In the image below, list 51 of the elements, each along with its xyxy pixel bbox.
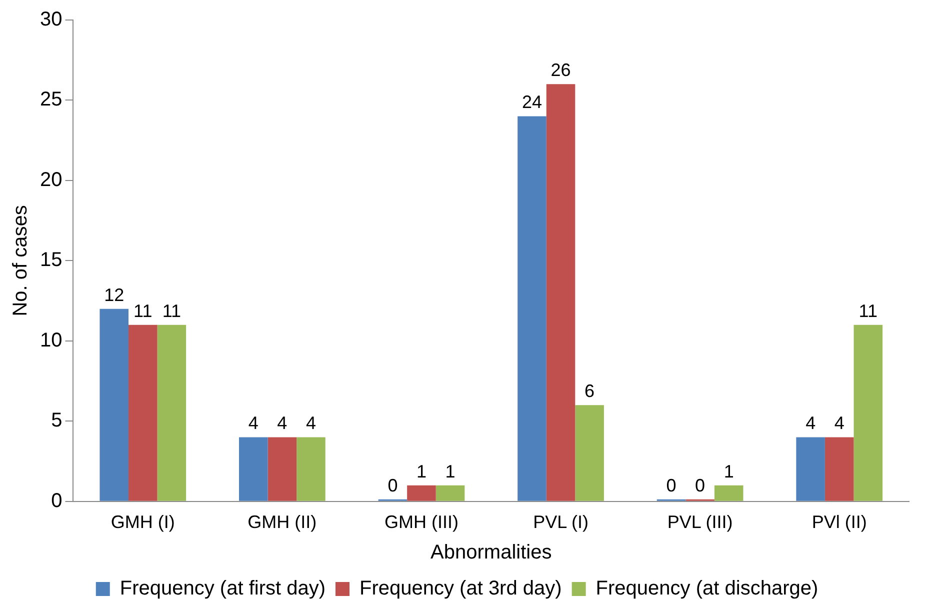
legend-label: Frequency (at first day) <box>120 578 326 600</box>
bar <box>268 437 297 501</box>
bar <box>796 437 825 501</box>
data-label: 6 <box>584 381 595 402</box>
data-label: 0 <box>666 475 676 496</box>
bar <box>128 324 158 501</box>
bar <box>518 116 546 501</box>
bar <box>436 485 465 501</box>
data-label: 24 <box>522 92 542 112</box>
x-tick-label: PVL (III) <box>667 512 733 532</box>
x-tick-label: PVL (I) <box>533 512 588 532</box>
data-label: 0 <box>388 475 398 496</box>
data-label: 11 <box>858 300 878 321</box>
y-tick-label: 10 <box>40 329 62 352</box>
data-label: 0 <box>695 475 706 496</box>
data-label: 4 <box>806 413 816 434</box>
data-label: 4 <box>248 413 258 434</box>
x-axis-title: Abnormalities <box>430 542 552 564</box>
y-tick-label: 0 <box>51 490 62 512</box>
y-tick-label: 30 <box>40 8 62 31</box>
y-tick-label: 5 <box>51 410 62 432</box>
x-tick-label: GMH (II) <box>248 512 317 532</box>
bar <box>714 485 744 501</box>
y-tick-label: 20 <box>40 168 62 191</box>
data-label: 11 <box>162 300 182 321</box>
data-label: 4 <box>306 413 316 434</box>
bar <box>546 84 576 501</box>
x-tick-label: PVl (II) <box>812 512 867 532</box>
bar <box>296 437 326 501</box>
x-tick-label: GMH (III) <box>384 512 458 532</box>
data-label: 1 <box>416 461 426 482</box>
data-label: 4 <box>834 413 844 434</box>
data-label: 26 <box>550 60 571 80</box>
bar <box>157 324 186 501</box>
y-tick-label: 15 <box>40 249 62 272</box>
legend-label: Frequency (at discharge) <box>596 578 818 600</box>
x-tick-label: GMH (I) <box>110 512 175 532</box>
data-label: 11 <box>134 300 152 321</box>
data-label: 1 <box>445 461 456 482</box>
data-label: 4 <box>277 413 288 434</box>
y-axis-title: No. of cases <box>10 205 32 316</box>
data-label: 12 <box>104 284 124 305</box>
bar <box>407 485 436 501</box>
data-label: 1 <box>724 461 734 482</box>
bar <box>239 437 268 501</box>
bar <box>854 324 883 501</box>
legend-label: Frequency (at 3rd day) <box>359 578 562 600</box>
bar <box>575 405 604 501</box>
bar <box>824 437 854 501</box>
y-tick-label: 25 <box>40 88 62 111</box>
bar <box>100 308 128 501</box>
